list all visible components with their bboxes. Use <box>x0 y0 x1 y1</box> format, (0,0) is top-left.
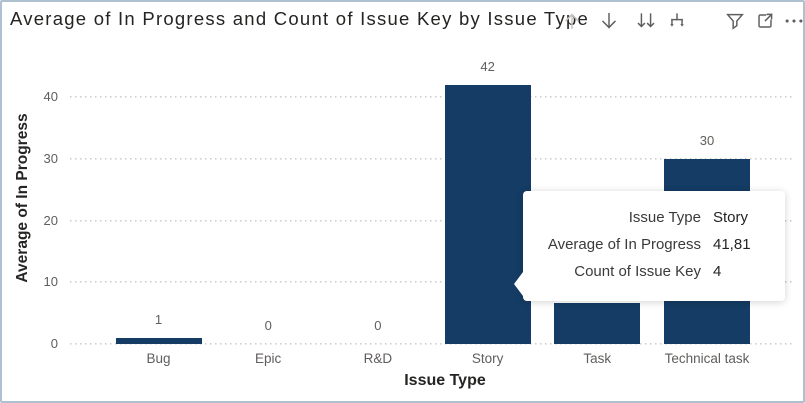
tooltip-caret-icon <box>514 272 523 296</box>
data-label: 30 <box>699 132 715 148</box>
y-tick-label: 0 <box>50 336 58 351</box>
data-label: 0 <box>264 318 272 333</box>
visual-title: Average of In Progress and Count of Issu… <box>10 8 590 29</box>
drill-down-icon[interactable] <box>598 10 620 32</box>
tooltip-row: Count of Issue Key 4 <box>523 258 785 285</box>
x-axis-title: Issue Type <box>404 372 486 389</box>
gridline <box>70 96 792 99</box>
x-label-story[interactable]: Story <box>471 351 504 366</box>
filter-icon[interactable] <box>724 10 746 32</box>
data-label: 1 <box>154 311 163 327</box>
tooltip-value: 4 <box>713 263 722 280</box>
y-tick-label: 20 <box>43 212 58 228</box>
tooltip-label: Issue Type <box>628 209 701 226</box>
tooltip: Issue Type Story Average of In Progress … <box>514 191 785 301</box>
expand-all-down-icon[interactable] <box>666 10 688 32</box>
tooltip-value: 41,81 <box>713 236 751 253</box>
bar-task[interactable] <box>554 302 641 344</box>
tooltip-label: Average of In Progress <box>547 236 701 253</box>
data-label: 42 <box>480 58 495 74</box>
x-label-epic[interactable]: Epic <box>255 351 282 366</box>
gridline <box>70 219 792 222</box>
tooltip-row: Average of In Progress 41,81 <box>523 231 785 258</box>
x-label-bug[interactable]: Bug <box>146 351 171 366</box>
x-label-task[interactable]: Task <box>583 351 612 366</box>
tooltip-row: Issue Type Story <box>523 204 785 231</box>
gridline <box>70 157 792 160</box>
bar-story[interactable] <box>444 84 531 344</box>
y-tick-label: 40 <box>43 89 58 105</box>
go-to-next-level-icon[interactable] <box>632 10 660 32</box>
drill-up-icon[interactable] <box>561 10 583 32</box>
gridline <box>70 281 792 284</box>
gridline <box>70 343 792 345</box>
focus-mode-icon[interactable] <box>754 10 776 32</box>
tooltip-value: Story <box>713 209 749 226</box>
tooltip-label: Count of Issue Key <box>574 263 701 280</box>
y-tick-label: 10 <box>43 274 58 290</box>
x-label-r-d[interactable]: R&D <box>363 351 393 366</box>
data-label: 0 <box>374 318 382 333</box>
more-options-icon[interactable] <box>783 10 803 32</box>
bar-bug[interactable] <box>115 337 202 344</box>
x-label-technical-task[interactable]: Technical task <box>664 351 750 366</box>
y-tick-label: 30 <box>43 150 58 166</box>
